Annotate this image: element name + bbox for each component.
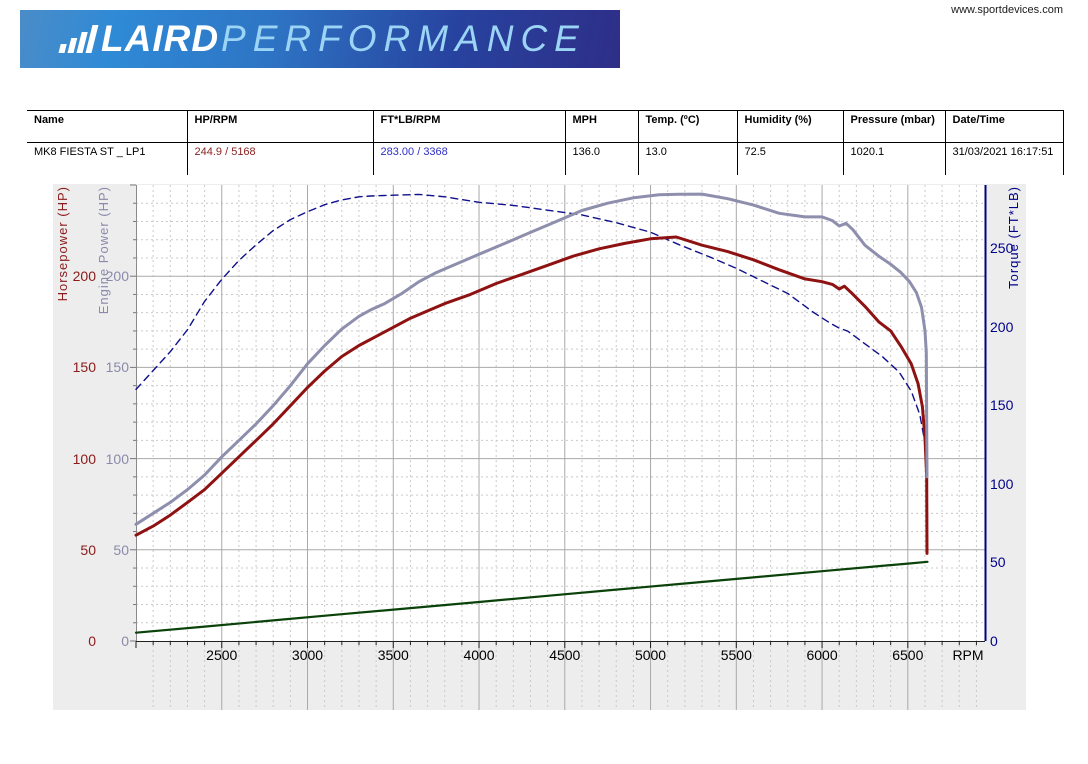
- y-tick-label-torque: 0: [990, 633, 998, 649]
- y-tick-label-torque: 200: [990, 318, 1014, 335]
- curve-horsepower-hp: [134, 235, 929, 555]
- x-tick-label: 6000: [806, 647, 838, 663]
- run-temp: 13.0: [638, 142, 738, 175]
- website-url: www.sportdevices.com: [951, 4, 1063, 16]
- y-tick-label-hp: 200: [72, 268, 96, 285]
- col-header-ftlb-rpm: FT*LB/RPM: [373, 110, 566, 143]
- y-axis-title-engine-power: Engine Power (HP): [96, 186, 111, 315]
- y-tick-label-torque: 150: [990, 397, 1014, 414]
- curve-speed-mph: [134, 560, 929, 634]
- col-header-temp: Temp. (ºC): [638, 110, 738, 143]
- x-tick-label: 6500: [892, 647, 924, 663]
- curve-engine-power-hp: [134, 192, 929, 526]
- table-header-row: Name HP/RPM FT*LB/RPM MPH Temp. (ºC) Hum…: [27, 110, 1064, 143]
- y-axis-title-torque: Torque (FT*LB): [1006, 186, 1021, 289]
- x-tick-label: 4500: [549, 647, 581, 663]
- dyno-chart: 0 0 50 50 100 100 150 150 200 200 0 50 100 150 200 250 2…: [53, 184, 1026, 710]
- curve-torque-ft-lb: [135, 193, 929, 524]
- brand-name: LAIRDPERFORMANCE: [101, 10, 586, 68]
- x-tick-label: 5000: [634, 647, 667, 663]
- y-tick-label-torque: 250: [990, 239, 1014, 256]
- run-humidity: 72.5: [737, 142, 844, 175]
- brand-name-bold: LAIRD: [101, 18, 220, 59]
- x-tick-label: 3000: [291, 647, 324, 663]
- x-tick-label: 5500: [720, 647, 752, 663]
- brand-name-light: PERFORMANCE: [221, 18, 586, 59]
- y-tick-label-engine: 200: [105, 268, 129, 285]
- col-header-name: Name: [27, 110, 188, 143]
- y-tick-label-engine: 150: [105, 359, 129, 376]
- y-tick-label-hp: 50: [80, 541, 96, 558]
- run-data-table: Name HP/RPM FT*LB/RPM MPH Temp. (ºC) Hum…: [27, 110, 1064, 175]
- run-ftlb-rpm: 283.00 / 3368: [373, 142, 566, 175]
- bar-chart-icon: [58, 25, 99, 53]
- brand-logo: LAIRDPERFORMANCE: [20, 10, 620, 68]
- run-datetime: 31/03/2021 16:17:51: [945, 142, 1064, 175]
- chart-canvas: [130, 184, 987, 710]
- y-tick-label-torque: 100: [990, 475, 1014, 492]
- x-tick-label: 2500: [206, 647, 238, 663]
- run-mph: 136.0: [565, 142, 639, 175]
- col-header-datetime: Date/Time: [945, 110, 1064, 143]
- y-tick-label-engine: 0: [121, 633, 129, 649]
- x-axis-unit-label: RPM: [952, 647, 984, 663]
- run-name: MK8 FIESTA ST _ LP1: [27, 142, 188, 175]
- y-tick-label-engine: 100: [105, 450, 129, 467]
- col-header-mph: MPH: [565, 110, 639, 143]
- y-axis-title-horsepower: Horsepower (HP): [55, 186, 70, 302]
- x-tick-label: 3500: [377, 647, 409, 663]
- col-header-hp-rpm: HP/RPM: [187, 110, 374, 143]
- plot-area: [136, 185, 985, 641]
- y-tick-label-torque: 50: [990, 554, 1006, 571]
- y-tick-label-hp: 0: [88, 633, 96, 649]
- table-row: MK8 FIESTA ST _ LP1 244.9 / 5168 283.00 …: [27, 142, 1064, 175]
- y-tick-label-hp: 150: [72, 359, 96, 376]
- col-header-pressure: Pressure (mbar): [843, 110, 946, 143]
- col-header-humidity: Humidity (%): [737, 110, 844, 143]
- run-pressure: 1020.1: [843, 142, 946, 175]
- y-tick-label-hp: 100: [72, 450, 96, 467]
- y-tick-label-engine: 50: [113, 541, 129, 558]
- x-tick-label: 4000: [463, 647, 495, 663]
- run-hp-rpm: 244.9 / 5168: [187, 142, 374, 175]
